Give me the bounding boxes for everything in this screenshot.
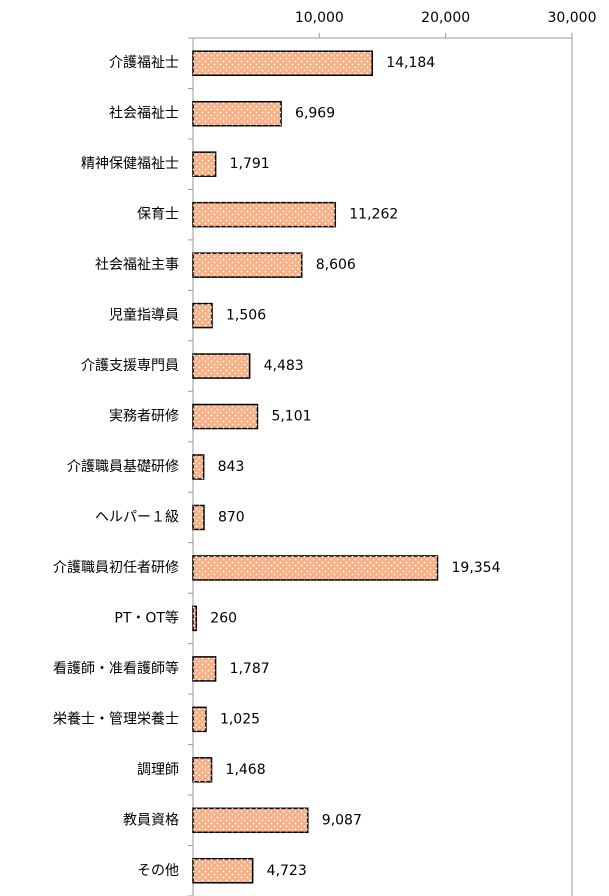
- value-label: 1,025: [220, 711, 260, 727]
- value-label: 870: [218, 509, 245, 525]
- value-label: 8,606: [316, 257, 356, 273]
- bar-pattern: [193, 505, 204, 530]
- x-tick-label: 10,000: [295, 10, 344, 26]
- y-tick-label: その他: [137, 863, 179, 879]
- y-tick-label: 児童指導員: [109, 307, 179, 324]
- value-label: 11,262: [349, 207, 398, 223]
- value-label: 843: [218, 459, 245, 475]
- y-tick-label: 介護職員基礎研修: [67, 458, 179, 475]
- value-label: 4,723: [267, 863, 307, 879]
- bar-pattern: [193, 253, 302, 278]
- bar-pattern: [193, 656, 216, 681]
- value-label: 1,506: [226, 308, 266, 324]
- value-label: 1,787: [230, 661, 270, 677]
- bar-pattern: [193, 202, 336, 227]
- y-tick-label: 実務者研修: [109, 409, 179, 425]
- bar-pattern: [193, 606, 197, 631]
- value-label: 1,791: [230, 156, 270, 172]
- y-tick-label: 社会福祉主事: [95, 257, 179, 273]
- value-label: 260: [210, 610, 237, 626]
- bar-pattern: [193, 51, 373, 76]
- value-label: 19,354: [452, 560, 501, 576]
- y-tick-label: 保育士: [137, 207, 179, 223]
- value-label: 14,184: [386, 55, 435, 71]
- bar-pattern: [193, 354, 250, 379]
- value-label: 4,483: [264, 358, 304, 374]
- y-tick-label: 看護師・准看護師等: [53, 660, 179, 677]
- bar-pattern: [193, 152, 216, 177]
- y-tick-label: ヘルパー１級: [95, 509, 179, 525]
- x-tick-label: 30,000: [548, 10, 597, 26]
- y-tick-label: 社会福祉士: [109, 106, 179, 122]
- bar-pattern: [193, 757, 212, 782]
- y-tick-label: 教員資格: [123, 812, 179, 828]
- y-tick-label: PT・OT等: [114, 609, 179, 626]
- bar-pattern: [193, 404, 258, 429]
- value-label: 9,087: [322, 812, 362, 828]
- bar-pattern: [193, 303, 213, 328]
- bar-pattern: [193, 858, 253, 883]
- bar-pattern: [193, 707, 206, 732]
- bar-pattern: [193, 455, 204, 479]
- y-tick-label: 介護福祉士: [109, 55, 179, 71]
- value-label: 6,969: [295, 106, 335, 122]
- y-tick-label: 介護職員初任者研修: [53, 559, 179, 576]
- y-tick-label: 介護支援専門員: [81, 358, 179, 374]
- x-tick-label: 20,000: [421, 10, 470, 26]
- bar-pattern: [193, 555, 438, 580]
- value-label: 1,468: [226, 762, 266, 778]
- y-tick-label: 栄養士・管理栄養士: [53, 710, 179, 727]
- y-tick-label: 調理師: [137, 762, 179, 778]
- bar-pattern: [193, 101, 282, 126]
- value-label: 5,101: [271, 409, 311, 425]
- bar-pattern: [193, 808, 308, 833]
- y-tick-label: 精神保健福祉士: [81, 156, 179, 172]
